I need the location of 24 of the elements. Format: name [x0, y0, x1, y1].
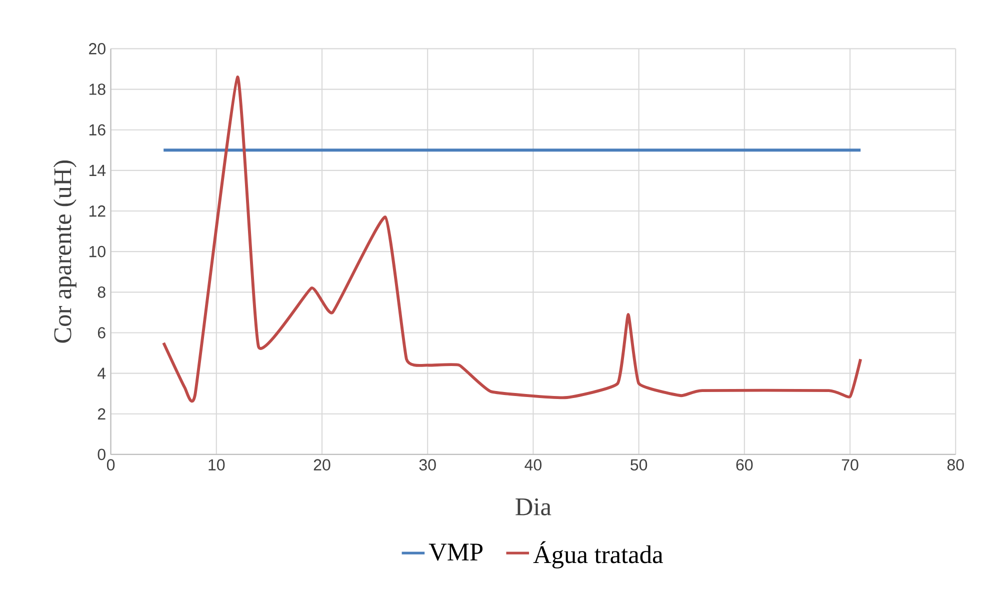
y-tick-label: 0: [98, 448, 106, 460]
x-tick-label: 60: [736, 459, 753, 471]
x-tick-label: 10: [208, 459, 225, 471]
x-tick-label: 50: [630, 459, 648, 471]
x-tick-label: 80: [947, 459, 964, 471]
y-tick-label: 18: [89, 84, 106, 96]
y-tick-label: 8: [98, 286, 106, 298]
y-tick-label: 14: [89, 165, 106, 176]
y-tick-label: 10: [89, 246, 106, 258]
x-tick-label: 0: [106, 459, 115, 471]
x-tick-label: 30: [419, 459, 436, 471]
y-tick-label: 12: [89, 206, 106, 217]
y-tick-label: 2: [98, 408, 106, 420]
legend-label: VMP: [428, 544, 483, 561]
legend-label: Água tratada: [533, 541, 663, 569]
y-tick-label: 16: [89, 124, 106, 136]
x-tick-label: 70: [842, 459, 858, 471]
y-tick-label: 20: [89, 43, 106, 55]
y-axis-title: Cor aparente (uH): [53, 160, 76, 343]
y-tick-label: 6: [98, 327, 106, 339]
x-axis-title: Dia: [516, 498, 552, 516]
x-tick-label: 40: [524, 459, 542, 471]
x-tick-label: 20: [314, 459, 330, 471]
y-tick-label: 4: [98, 368, 106, 379]
